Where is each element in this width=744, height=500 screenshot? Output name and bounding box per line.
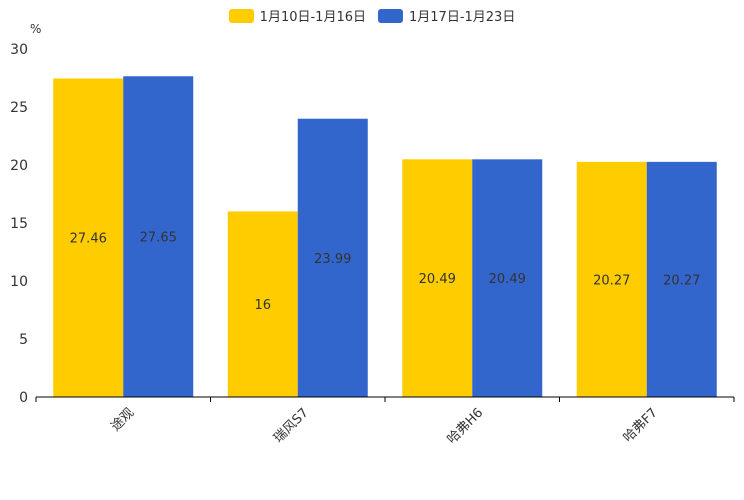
data-label-series-2-3: 20.49 <box>489 272 526 287</box>
x-tick-label: 途观 <box>108 405 138 435</box>
y-tick-label: 25 <box>10 100 28 116</box>
y-tick-label: 30 <box>10 42 28 58</box>
bar-series-1-2 <box>227 211 298 397</box>
legend-swatch-series-1 <box>228 8 254 23</box>
x-tick-label: 哈弗F7 <box>621 405 661 445</box>
legend-item-series-2[interactable]: 1月17日-1月23日 <box>378 6 515 25</box>
x-tick-label: 瑞风S7 <box>271 405 312 446</box>
bar-series-1-1 <box>53 78 124 398</box>
bar-series-2-3 <box>472 159 543 397</box>
x-tick-label: 哈弗H6 <box>445 405 487 447</box>
bar-series-1-4 <box>576 161 647 397</box>
y-tick-label: 20 <box>10 158 28 174</box>
y-tick-label: 10 <box>10 274 28 290</box>
y-tick-label: 5 <box>19 332 28 348</box>
data-label-series-2-1: 27.65 <box>140 231 177 246</box>
y-axis-unit: % <box>30 22 42 36</box>
legend-item-series-1[interactable]: 1月10日-1月16日 <box>228 6 366 25</box>
bar-series-1-3 <box>402 159 473 397</box>
bar-series-2-4 <box>646 161 717 397</box>
data-label-series-1-1: 27.46 <box>70 232 107 247</box>
data-label-series-2-4: 20.27 <box>663 273 700 288</box>
data-label-series-1-2: 16 <box>254 298 271 313</box>
legend: 1月10日-1月16日 1月17日-1月23日 <box>0 6 744 25</box>
bar-series-2-2 <box>297 118 368 397</box>
legend-label-series-2: 1月17日-1月23日 <box>409 10 516 25</box>
data-label-series-2-2: 23.99 <box>314 252 351 267</box>
y-tick-label: 15 <box>10 216 28 232</box>
legend-label-series-1: 1月10日-1月16日 <box>259 10 366 25</box>
bar-series-2-1 <box>123 76 194 397</box>
y-tick-label: 0 <box>19 390 28 406</box>
data-label-series-1-3: 20.49 <box>419 272 456 287</box>
data-label-series-1-4: 20.27 <box>593 273 630 288</box>
legend-swatch-series-2 <box>378 8 403 23</box>
